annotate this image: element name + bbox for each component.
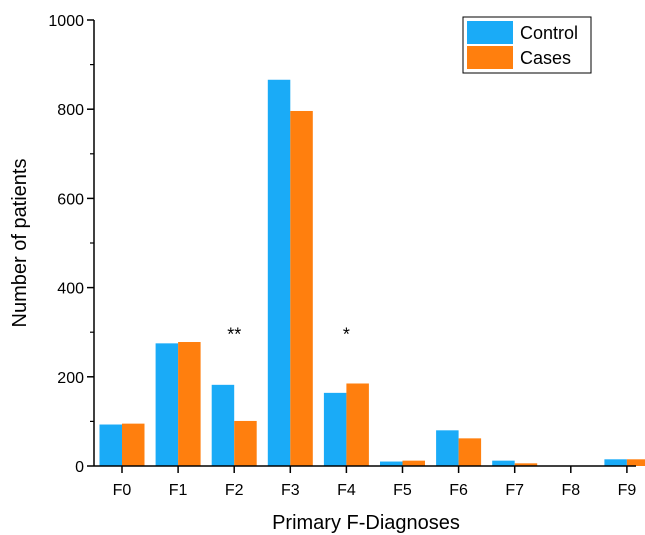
y-tick-label: 800 [57,102,84,119]
bar-control-f9 [604,459,627,466]
y-ticks-group: 0 200 400 600 800 1000 [48,13,94,476]
bar-cases-f3 [290,110,313,466]
legend-label-cases: Cases [520,48,571,68]
legend-swatch-cases [467,46,513,69]
x-tick-label-f9: F9 [618,482,637,499]
x-tick-label-f2: F2 [225,482,244,499]
bar-control-f1 [155,343,179,466]
bar-control-f7 [492,460,515,466]
bar-cases-f4 [346,383,369,466]
legend-label-control: Control [520,23,578,43]
bar-control-f5 [380,461,403,466]
x-ticks-group: F0 F1 F2 F3 F4 F5 F6 F7 F8 F9 [113,466,637,499]
x-tick-label-f8: F8 [561,482,580,499]
significance-marker-f2: ** [227,324,241,344]
x-tick-label-f6: F6 [449,482,468,499]
bar-control-f4 [323,392,347,466]
legend-swatch-control [467,21,513,44]
bar-cases-f6 [458,438,482,466]
bar-control-f0 [99,424,122,466]
bar-cases-f2 [234,420,257,466]
annotations-group: ** * [227,324,350,344]
x-tick-label-f5: F5 [393,482,412,499]
bar-cases-f5 [402,460,425,466]
bar-cases-f7 [514,463,538,466]
x-tick-label-f4: F4 [337,482,356,499]
x-tick-label-f3: F3 [281,482,300,499]
y-tick-label: 0 [75,459,84,476]
significance-marker-f4: * [343,324,350,344]
legend: Control Cases [462,16,592,74]
y-tick-label: 600 [57,191,84,208]
bar-cases-f1 [178,342,201,466]
x-axis-title: Primary F-Diagnoses [272,512,460,534]
bar-control-f3 [267,79,291,466]
x-tick-label-f1: F1 [169,482,188,499]
y-axis-title: Number of patients [9,159,31,328]
bar-control-f6 [436,430,459,466]
y-tick-label: 1000 [48,13,84,30]
bars-group [99,79,645,466]
bar-cases-f0 [122,423,145,466]
bar-control-f2 [211,384,235,466]
bar-cases-f9 [626,459,645,466]
y-tick-label: 400 [57,281,84,298]
x-tick-label-f0: F0 [113,482,132,499]
x-tick-label-f7: F7 [505,482,524,499]
y-tick-label: 200 [57,370,84,387]
